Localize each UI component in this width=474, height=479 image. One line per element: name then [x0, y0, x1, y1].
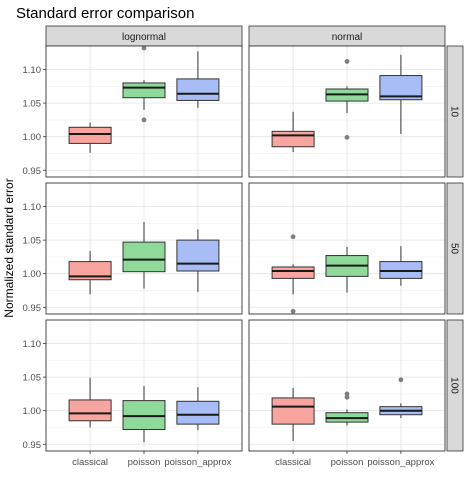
facet-strip-row-10	[446, 45, 464, 178]
y-axis-label: Normalized standard error	[2, 178, 16, 317]
panel-normal-100	[248, 319, 446, 452]
facet-strip-label-lognormal: lognormal	[122, 32, 166, 43]
panel-normal-50	[248, 182, 446, 315]
outlier-point-poisson	[344, 391, 350, 397]
y-tick-label: 1.05	[23, 236, 42, 247]
outlier-point-poisson	[344, 134, 350, 140]
box-poisson_approx	[176, 78, 220, 101]
x-tick-label-classical: classical	[275, 457, 311, 468]
y-tick-label: 1.05	[23, 99, 42, 110]
facet-strip-row-100	[446, 319, 464, 452]
box-poisson_approx	[379, 261, 423, 279]
box-poisson_approx	[176, 400, 220, 425]
y-tick-label: 1.00	[23, 406, 42, 417]
box-classical	[68, 261, 112, 281]
box-poisson	[122, 400, 166, 431]
x-tick-label-poisson_approx: poisson_approx	[164, 457, 231, 468]
y-tick-label: 1.10	[23, 65, 42, 76]
outlier-point-classical	[290, 308, 296, 314]
outlier-point-poisson	[344, 394, 350, 400]
y-tick-label: 1.10	[23, 339, 42, 350]
y-tick-label: 0.95	[23, 440, 42, 451]
x-tick-label-poisson_approx: poisson_approx	[367, 457, 434, 468]
box-classical	[68, 399, 112, 422]
facet-strip-row-label-10: 10	[449, 106, 460, 118]
box-classical	[271, 266, 315, 279]
y-tick-label: 1.05	[23, 373, 42, 384]
x-tick-label-poisson: poisson	[128, 457, 161, 468]
facet-strip-row-50	[446, 182, 464, 315]
panel-lognormal-50	[45, 182, 243, 315]
panel-border	[45, 45, 243, 178]
y-tick-label: 1.10	[23, 202, 42, 213]
outlier-point-poisson	[141, 45, 147, 51]
panel-normal-10	[248, 45, 446, 178]
box-classical	[68, 126, 112, 144]
facet-strip-row-label-100: 100	[449, 377, 460, 394]
panel-border	[248, 182, 446, 315]
panel-border	[248, 45, 446, 178]
facet-strip-row-label-50: 50	[449, 243, 460, 255]
facet-strip-label-normal: normal	[332, 32, 363, 43]
x-tick-label-poisson: poisson	[331, 457, 364, 468]
panel-border	[45, 182, 243, 315]
y-tick-label: 0.95	[23, 303, 42, 314]
y-tick-label: 1.00	[23, 269, 42, 280]
panel-lognormal-10	[45, 45, 243, 178]
y-tick-label: 1.00	[23, 132, 42, 143]
box-poisson	[122, 82, 166, 99]
outlier-point-poisson	[344, 59, 350, 64]
x-tick-label-classical: classical	[72, 457, 108, 468]
box-poisson_approx	[176, 239, 220, 272]
outlier-point-classical	[290, 234, 296, 240]
box-poisson	[122, 241, 166, 273]
outlier-point-poisson_approx	[398, 377, 404, 383]
panel-lognormal-100	[45, 319, 243, 452]
outlier-point-poisson	[141, 117, 147, 123]
y-tick-label: 0.95	[23, 166, 42, 177]
panels-layer: lognormal normal 10 50 100 0.95 1.00 1.05 1.10 0.…	[23, 25, 464, 468]
box-classical	[271, 397, 315, 425]
box-classical	[271, 130, 315, 148]
chart-title: Standard error comparison	[16, 5, 194, 22]
